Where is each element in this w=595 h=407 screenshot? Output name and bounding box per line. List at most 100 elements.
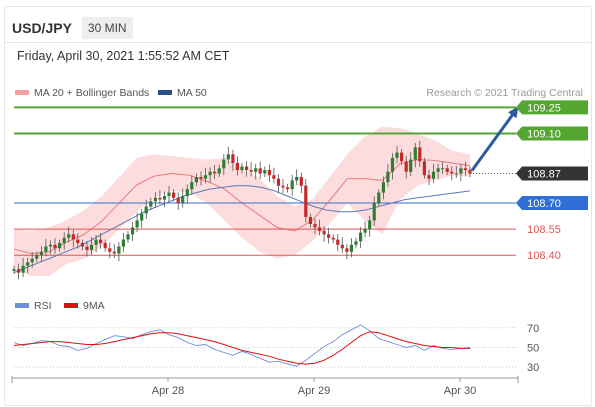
price-tag-shape [516,126,588,141]
candle [149,197,153,210]
candle-body [308,217,312,224]
price-tag-108-40: 108.40 [527,250,561,262]
candle-body [317,227,322,231]
candle [222,154,226,175]
candle-body [286,187,290,190]
candle [290,174,294,196]
candle-body [327,234,331,238]
bollinger-band [14,126,470,277]
candle-body [404,161,408,172]
candle-body [377,192,381,203]
candle-body [162,196,167,200]
candle-body [254,168,258,172]
candle [44,238,48,257]
candle [226,146,230,165]
candle-body [354,241,358,245]
candle [17,263,21,280]
candle-body [39,251,43,256]
candle [281,179,285,193]
candle-body [135,220,139,228]
candle [67,226,71,243]
candle [158,190,162,205]
price-tag-109-10: 109.10 [516,126,588,141]
candle [99,233,103,249]
bollinger-swatch [15,90,29,95]
price-label: 108.87 [527,169,561,181]
candle-body [363,229,367,233]
candle-body [48,244,53,247]
candle-body [281,185,285,188]
candle [418,140,422,167]
bollinger-legend-label: MA 20 + Bollinger Bands [34,87,149,99]
candle-body [21,265,25,273]
candle-body [463,168,467,170]
candle-body [409,159,413,172]
candle-body [26,262,30,266]
timeframe-button[interactable]: 30 MIN [81,17,133,39]
candle [386,164,390,187]
candle [30,252,34,268]
candle [327,227,331,244]
candle-body [121,239,125,247]
candle [94,235,98,253]
candle [62,232,66,250]
candle [441,161,445,174]
candle [400,149,404,165]
candle-body [263,170,267,174]
candle [144,199,148,219]
candle [308,213,312,228]
candle-body [208,171,212,176]
candle [436,163,440,180]
candle-body [445,168,449,172]
candle [117,242,121,262]
candle-body [217,168,221,174]
candle [85,241,89,257]
candle-body [459,168,463,174]
candle [245,161,249,177]
candle-body [185,189,189,197]
candle-body [454,173,458,175]
candle-body [313,223,317,228]
price-label: 108.40 [527,250,561,262]
forecast-arrow [470,110,517,172]
candle-body [395,152,399,158]
candle [459,163,463,182]
candle-body [131,227,135,235]
candle-body [94,239,98,245]
candle-body [322,230,326,235]
price-label: 108.55 [527,224,561,236]
candle [468,166,472,177]
candle [108,242,112,259]
candle [263,166,267,177]
candle [167,186,171,202]
candle-body [441,168,445,170]
candle [450,166,454,181]
price-tag-shape [516,100,588,115]
candle [103,239,107,252]
candle-body [149,201,153,207]
header-divider [4,42,591,43]
candle-body [108,248,112,252]
credit-label: Research © 2021 Trading Central [426,87,583,99]
candle [231,149,235,171]
ma9-legend-label: 9MA [83,300,105,312]
candle-body [368,220,372,230]
price-tag-108-87: 108.87 [516,166,588,181]
candle [213,165,217,179]
candle-body [126,234,130,240]
candle [295,169,299,185]
candle-body [117,246,121,254]
candle-body [450,171,454,174]
candle-body [390,157,395,172]
price-label: 109.10 [527,129,561,141]
candle-body [372,203,376,221]
x-tick-label: Apr 28 [152,385,184,397]
candle-body [235,163,239,170]
candle [21,258,25,278]
candle [235,156,239,176]
candle-body [226,154,230,160]
candle-body [203,175,208,179]
candle [194,173,198,186]
candle [58,239,62,252]
candle-body [53,244,57,249]
